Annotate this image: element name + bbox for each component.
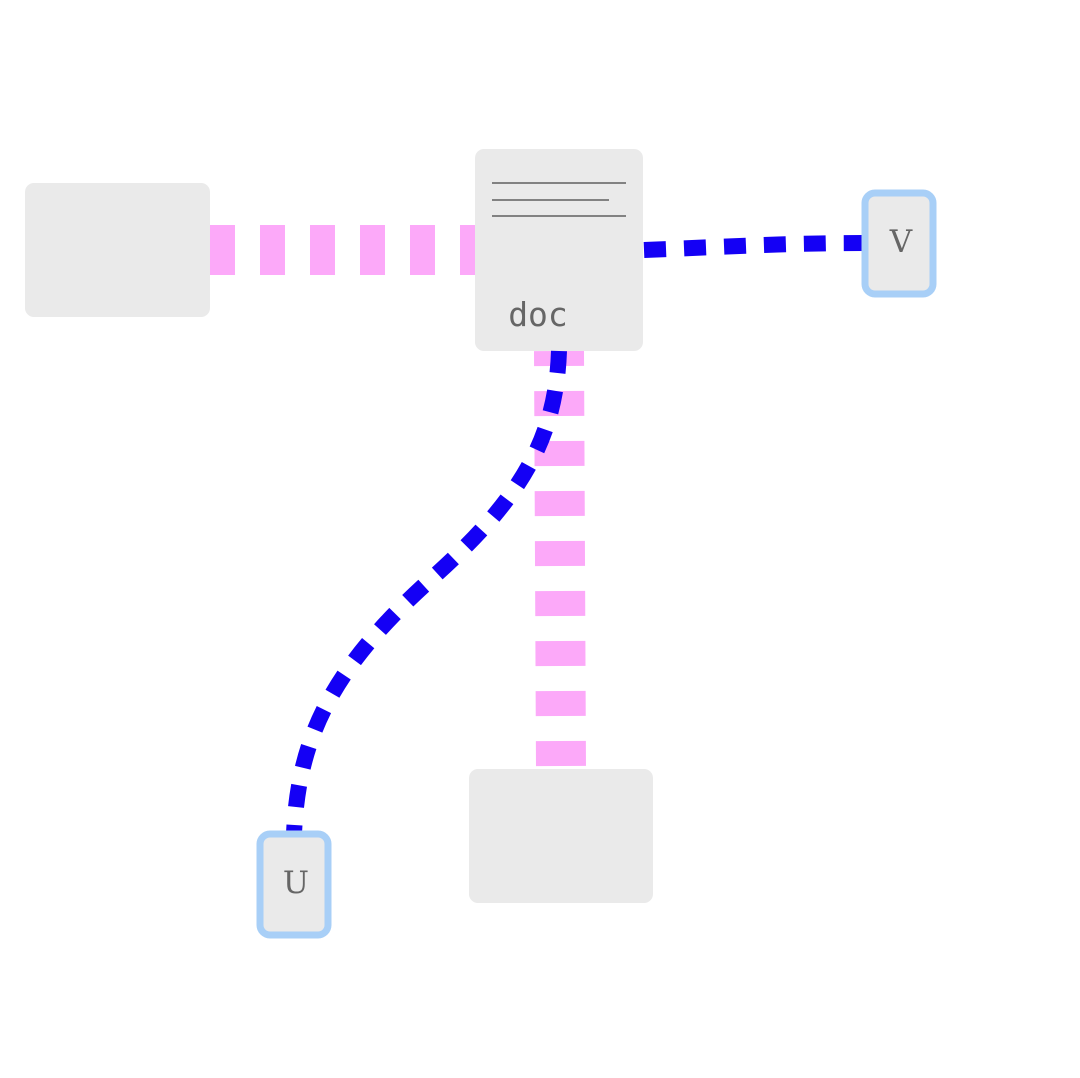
port-u-label: U <box>283 865 309 901</box>
edge-doc-to-port-v <box>643 235 865 258</box>
port-u[interactable]: U <box>256 830 332 939</box>
left-box[interactable] <box>25 183 210 317</box>
doc-node-label: doc <box>508 295 568 334</box>
port-v[interactable]: V <box>861 189 937 298</box>
edge-doc-to-bottom-box <box>534 350 586 771</box>
port-v-label: V <box>889 224 913 260</box>
port-u-box <box>256 830 332 939</box>
bottom-box[interactable] <box>469 769 653 903</box>
edge-doc-to-port-u <box>286 350 567 835</box>
port-v-box <box>861 189 937 298</box>
doc-node[interactable]: doc <box>475 149 643 351</box>
